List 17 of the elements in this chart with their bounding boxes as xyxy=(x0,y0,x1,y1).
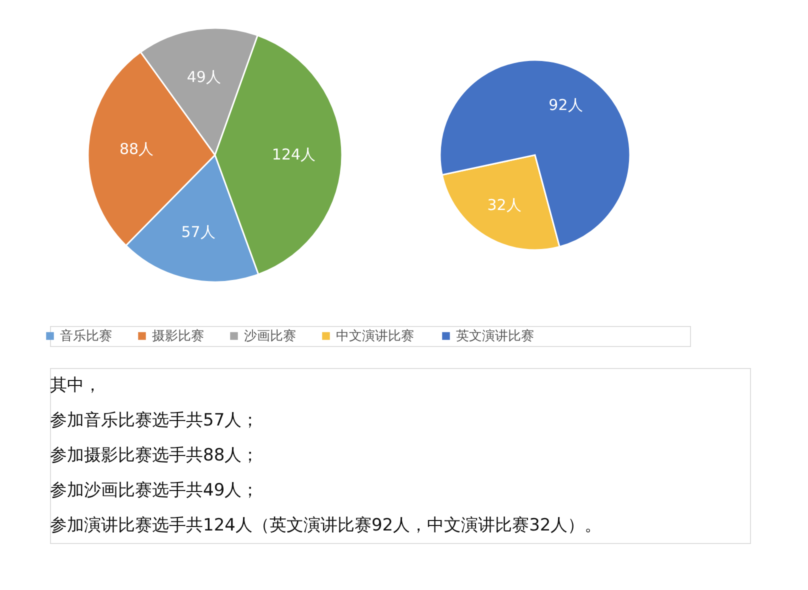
pie-slice xyxy=(439,59,631,248)
text: 参加音乐比赛选手共57人； xyxy=(50,410,259,430)
data-label: 57人 xyxy=(181,222,216,241)
legend-label: 中文演讲比赛 xyxy=(336,328,414,344)
data-label: 124人 xyxy=(272,146,316,164)
data-label: 92人 xyxy=(548,96,583,114)
data-label: 49人 xyxy=(186,68,221,86)
legend-label: 音乐比赛 xyxy=(60,328,112,344)
text: 参加演讲比赛选手共124人（英文演讲比赛92人，中文演讲比赛32人）。 xyxy=(50,516,602,536)
legend-label: 摄影比赛 xyxy=(152,328,204,344)
legend-label: 沙画比赛 xyxy=(244,328,296,344)
text: 参加摄影比赛选手共88人； xyxy=(50,446,259,466)
legend-label: 英文演讲比赛 xyxy=(456,328,534,344)
data-label: 88人 xyxy=(119,140,154,158)
data-label: 32人 xyxy=(487,196,522,214)
text: 其中， xyxy=(50,376,101,396)
text: 参加沙画比赛选手共49人； xyxy=(50,480,259,500)
